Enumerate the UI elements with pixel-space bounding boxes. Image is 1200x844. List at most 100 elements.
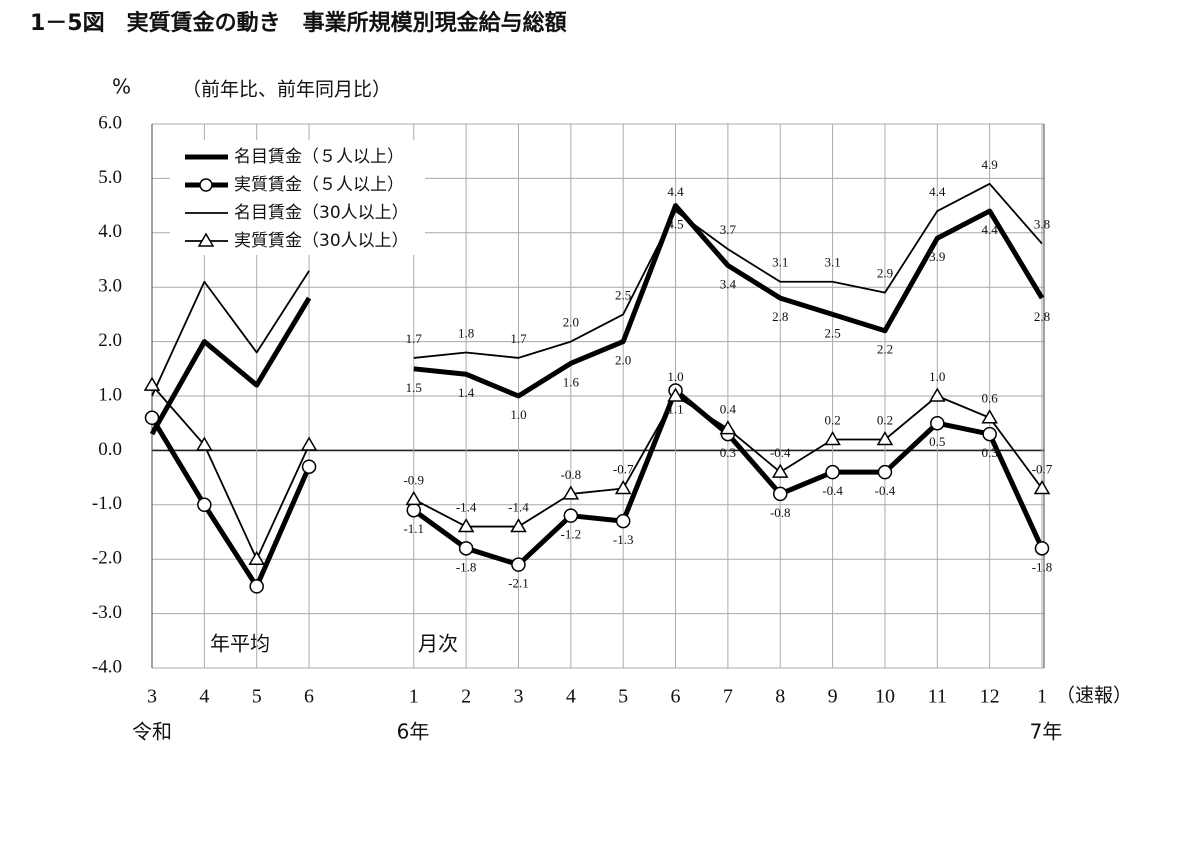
marker: [300, 436, 318, 451]
data-label: 1.8: [458, 325, 474, 340]
marker: [457, 518, 475, 533]
data-label: 1.7: [510, 331, 527, 346]
marker: [249, 579, 264, 594]
subtitle: （前年比、前年同月比）: [182, 79, 391, 101]
marker: [248, 550, 266, 565]
x-tick-label: 9: [828, 686, 838, 708]
data-label: 0.4: [720, 402, 737, 417]
data-label: 1.0: [510, 407, 526, 422]
marker: [1034, 541, 1050, 556]
marker: [405, 490, 423, 506]
y-tick-label: -4.0: [92, 656, 122, 677]
data-label: 3.1: [772, 255, 788, 270]
data-label: -1.1: [403, 521, 424, 536]
era-label: 6年: [397, 720, 430, 744]
marker: [982, 426, 997, 442]
data-label: -0.4: [770, 445, 791, 460]
marker: [196, 436, 213, 451]
y-tick-label: -1.0: [92, 493, 122, 514]
legend-label: 実質賃金（５人以上）: [234, 175, 404, 195]
marker: [876, 431, 894, 446]
marker: [143, 376, 161, 391]
data-label: -1.4: [456, 500, 477, 515]
x-tick-label: 5: [252, 686, 262, 708]
era-label: 令和: [132, 720, 172, 744]
marker: [301, 459, 317, 474]
marker: [824, 431, 841, 446]
marker: [615, 513, 631, 529]
note: （速報）: [1056, 685, 1132, 707]
data-label: 1.0: [667, 369, 683, 384]
x-tick-label: 7: [723, 686, 733, 708]
x-tick-label: 6: [671, 686, 681, 708]
y-tick-label: 4.0: [98, 221, 122, 242]
marker: [144, 410, 160, 426]
y-tick-label: 1.0: [98, 384, 122, 405]
x-tick-label: 1: [409, 686, 419, 708]
data-label: 0.6: [982, 391, 999, 406]
data-label: 4.4: [929, 184, 946, 199]
data-label: -1.3: [613, 532, 634, 547]
y-tick-label: 3.0: [98, 276, 122, 297]
data-label: 2.2: [877, 342, 893, 357]
data-label: 4.9: [982, 157, 998, 172]
data-label: 0.2: [877, 413, 893, 428]
data-label: 2.5: [824, 325, 840, 340]
data-label: 2.8: [1034, 309, 1050, 324]
chart-title: 1－5図 実質賃金の動き 事業所規模別現金給与総額: [30, 10, 567, 36]
data-label: 3.1: [824, 255, 840, 270]
y-tick-label: 2.0: [98, 330, 122, 351]
marker: [719, 420, 737, 435]
series-line: [151, 182, 1043, 397]
annotation: 月次: [418, 632, 458, 656]
marker: [406, 502, 422, 518]
era-label: 7年: [1030, 720, 1063, 744]
data-label: 0.5: [929, 434, 945, 449]
marker: [511, 557, 526, 572]
legend-label: 名目賃金（５人以上）: [234, 147, 404, 167]
x-tick-label: 2: [461, 686, 471, 708]
marker: [562, 485, 580, 500]
data-label: -1.8: [456, 559, 477, 574]
legend-label: 実質賃金（30人以上）: [234, 231, 409, 251]
data-label: 1.6: [563, 374, 580, 389]
marker: [563, 508, 579, 523]
x-tick-label: 11: [928, 686, 947, 708]
y-tick-label: 0.0: [98, 439, 122, 460]
data-label: -1.8: [1032, 559, 1053, 574]
data-label: 4.4: [667, 184, 684, 199]
data-label: 1.1: [667, 402, 683, 417]
data-label: 3.4: [720, 276, 737, 291]
annotation: 年平均: [210, 632, 270, 656]
x-tick-label: 4: [566, 686, 576, 708]
data-label: 3.8: [1034, 217, 1050, 232]
data-label: -0.7: [1032, 461, 1053, 476]
data-label: -0.4: [875, 483, 896, 498]
data-label: 0.3: [720, 445, 736, 460]
data-label: -0.4: [822, 483, 843, 498]
y-tick-label: 5.0: [98, 167, 122, 188]
data-label: 1.4: [458, 385, 475, 400]
x-tick-label: 3: [147, 686, 157, 708]
x-tick-label: 6: [304, 686, 314, 708]
data-label: 1.0: [929, 369, 945, 384]
x-tick-label: 8: [775, 686, 785, 708]
marker: [614, 479, 632, 495]
x-tick-label: 5: [618, 686, 628, 708]
data-label: 0.2: [824, 413, 840, 428]
data-label: 2.9: [877, 266, 893, 281]
data-label: -0.8: [561, 467, 582, 482]
data-label: 0.3: [982, 445, 998, 460]
data-label: -1.2: [561, 527, 582, 542]
y-tick-label: -3.0: [92, 602, 122, 623]
data-label: 2.0: [615, 353, 631, 368]
marker: [930, 415, 945, 431]
marker: [771, 463, 789, 478]
marker: [197, 497, 212, 513]
series-line: [149, 203, 1045, 436]
marker: [928, 387, 946, 402]
marker: [981, 409, 998, 424]
x-tick-label: 1: [1037, 686, 1047, 708]
data-label: 3.7: [720, 222, 737, 237]
